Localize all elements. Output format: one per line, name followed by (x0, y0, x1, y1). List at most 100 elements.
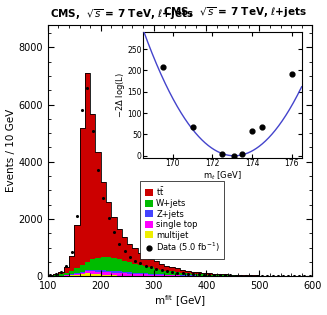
Bar (116, 273, 122, 276)
Bar (143, 266, 148, 273)
Point (275, 273, 281, 278)
Bar (175, 272, 180, 275)
Bar (122, 272, 127, 273)
Bar (69, 275, 74, 276)
Bar (201, 274, 206, 276)
Bar (106, 202, 111, 257)
Point (74, 214, 79, 219)
Bar (74, 275, 79, 276)
Point (48, 273, 53, 278)
Bar (95, 270, 101, 272)
Bar (106, 275, 111, 276)
Bar (217, 275, 222, 276)
Point (143, 263, 148, 268)
Bar (175, 268, 180, 272)
Point (191, 272, 196, 277)
Bar (90, 270, 95, 271)
Bar (159, 275, 164, 276)
Bar (217, 274, 222, 275)
Bar (164, 271, 169, 275)
Bar (122, 261, 127, 272)
Bar (116, 272, 122, 273)
Bar (244, 275, 249, 276)
Point (228, 273, 233, 278)
Bar (164, 275, 169, 276)
Text: CMS,  $\sqrt{s}$ = 7 TeV, $\ell$+jets: CMS, $\sqrt{s}$ = 7 TeV, $\ell$+jets (50, 7, 194, 22)
Bar (90, 271, 95, 274)
Bar (148, 275, 154, 276)
Bar (201, 273, 206, 274)
Point (196, 272, 201, 277)
Point (175, 270, 180, 275)
Bar (59, 272, 64, 274)
Bar (79, 128, 85, 265)
Bar (79, 272, 85, 274)
Bar (132, 248, 138, 264)
Bar (212, 275, 217, 276)
Bar (180, 275, 185, 276)
Bar (116, 260, 122, 272)
Point (90, 129, 95, 134)
Bar (101, 182, 106, 257)
Bar (85, 261, 90, 270)
Bar (64, 275, 69, 276)
Bar (95, 272, 101, 274)
Bar (122, 273, 127, 276)
Bar (95, 274, 101, 276)
Y-axis label: Events / 10 GeV: Events / 10 GeV (6, 109, 16, 192)
Point (244, 273, 249, 278)
Bar (175, 275, 180, 276)
Bar (116, 229, 122, 260)
Bar (138, 253, 143, 265)
Point (111, 230, 116, 235)
Bar (185, 273, 191, 275)
Bar (138, 273, 143, 274)
Bar (127, 272, 132, 274)
Bar (132, 274, 138, 276)
Point (79, 108, 85, 113)
Bar (154, 269, 159, 274)
Bar (53, 275, 59, 276)
Bar (238, 275, 244, 276)
Bar (111, 275, 116, 276)
Bar (143, 274, 148, 276)
Point (307, 274, 312, 279)
Bar (169, 271, 175, 275)
Bar (154, 261, 159, 269)
Point (59, 269, 64, 274)
Bar (95, 258, 101, 270)
Point (281, 273, 286, 278)
Bar (111, 258, 116, 271)
Point (164, 269, 169, 274)
Bar (127, 262, 132, 272)
Point (270, 273, 275, 278)
X-axis label: m$^{\rm fit}$ [GeV]: m$^{\rm fit}$ [GeV] (154, 294, 206, 309)
Bar (233, 275, 238, 276)
Point (148, 265, 154, 270)
Point (212, 272, 217, 278)
Bar (180, 273, 185, 275)
Bar (111, 273, 116, 275)
Bar (111, 217, 116, 258)
Bar (185, 271, 191, 273)
Bar (148, 267, 154, 274)
Point (159, 267, 164, 272)
Bar (106, 272, 111, 275)
Bar (106, 271, 111, 272)
Bar (79, 274, 85, 276)
Point (286, 273, 291, 278)
Bar (74, 273, 79, 274)
Bar (132, 273, 138, 274)
Bar (53, 274, 59, 275)
Bar (212, 274, 217, 275)
Bar (148, 259, 154, 267)
Bar (74, 225, 79, 268)
Bar (180, 270, 185, 273)
Bar (85, 272, 90, 273)
Point (69, 249, 74, 255)
Bar (148, 274, 154, 275)
Bar (69, 271, 74, 274)
Point (302, 273, 307, 278)
Bar (101, 257, 106, 270)
Bar (138, 265, 143, 273)
